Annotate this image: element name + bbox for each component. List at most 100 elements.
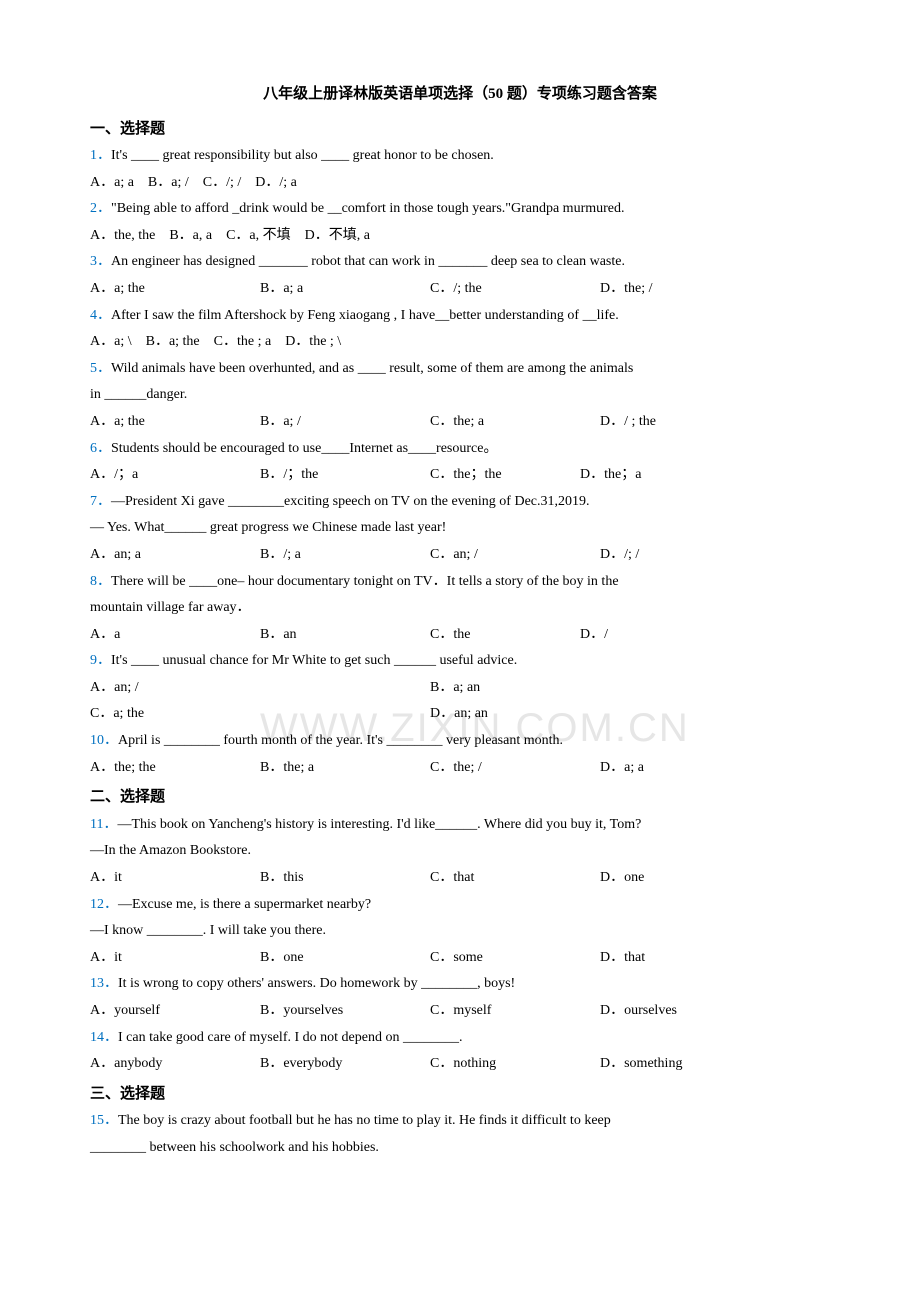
opt-9B: B．a; an (430, 675, 480, 702)
qnum-13: 13． (90, 976, 118, 991)
question-11: 11．—This book on Yancheng's history is i… (90, 812, 830, 839)
opt-9D: D．an; an (430, 701, 488, 728)
qtext-2: "Being able to afford _drink would be __… (111, 201, 625, 216)
qnum-8: 8． (90, 574, 111, 589)
qnum-3: 3． (90, 254, 111, 269)
qtext-12a: —Excuse me, is there a supermarket nearb… (118, 897, 371, 912)
qtext-11a: —This book on Yancheng's history is inte… (117, 817, 641, 832)
opt-13A: A．yourself (90, 998, 260, 1025)
opt-7C: C．an; / (430, 542, 600, 569)
opt-6D: D．the；a (580, 462, 641, 489)
opt-12C: C．some (430, 945, 600, 972)
opts-5: A．a; theB．a; /C．the; aD．/ ; the (90, 409, 830, 436)
question-13: 13．It is wrong to copy others' answers. … (90, 971, 830, 998)
question-15b: ________ between his schoolwork and his … (90, 1135, 830, 1162)
opt-11B: B．this (260, 865, 430, 892)
qtext-15a: The boy is crazy about football but he h… (118, 1113, 611, 1128)
qtext-5a: Wild animals have been overhunted, and a… (111, 361, 633, 376)
question-1: 1．It's ____ great responsibility but als… (90, 143, 830, 170)
opt-13D: D．ourselves (600, 998, 677, 1025)
opt-11C: C．that (430, 865, 600, 892)
opt-8B: B．an (260, 622, 430, 649)
opts-3: A．a; theB．a; aC．/; theD．the; / (90, 276, 830, 303)
opt-5C: C．the; a (430, 409, 600, 436)
opt-8D: D．/ (580, 622, 608, 649)
opt-13C: C．myself (430, 998, 600, 1025)
opt-14D: D．something (600, 1051, 682, 1078)
section-3-header: 三、选择题 (90, 1080, 830, 1109)
opt-8C: C．the (430, 622, 580, 649)
question-10: 10．April is ________ fourth month of the… (90, 728, 830, 755)
qnum-11: 11． (90, 817, 117, 832)
question-6: 6．Students should be encouraged to use__… (90, 436, 830, 463)
opts-9a: A．an; /B．a; an (90, 675, 830, 702)
opt-10D: D．a; a (600, 755, 644, 782)
qtext-8a: There will be ____one– hour documentary … (111, 574, 619, 589)
qtext-6: Students should be encouraged to use____… (111, 441, 497, 456)
opt-3D: D．the; / (600, 276, 653, 303)
opt-7B: B．/; a (260, 542, 430, 569)
opt-14A: A．anybody (90, 1051, 260, 1078)
qnum-14: 14． (90, 1030, 118, 1045)
opt-12D: D．that (600, 945, 645, 972)
opt-9A: A．an; / (90, 675, 430, 702)
opts-7: A．an; aB．/; aC．an; /D．/; / (90, 542, 830, 569)
question-5: 5．Wild animals have been overhunted, and… (90, 356, 830, 383)
opt-8A: A．a (90, 622, 260, 649)
qtext-9: It's ____ unusual chance for Mr White to… (111, 653, 517, 668)
opt-6A: A．/；a (90, 462, 260, 489)
opt-10B: B．the; a (260, 755, 430, 782)
opt-7A: A．an; a (90, 542, 260, 569)
qtext-7a: —President Xi gave ________exciting spee… (111, 494, 590, 509)
opt-3A: A．a; the (90, 276, 260, 303)
opt-5B: B．a; / (260, 409, 430, 436)
opt-5D: D．/ ; the (600, 409, 656, 436)
qnum-5: 5． (90, 361, 111, 376)
opts-1: A．a; a B．a; / C．/; / D．/; a (90, 170, 830, 197)
qtext-13: It is wrong to copy others' answers. Do … (118, 976, 515, 991)
qnum-15: 15． (90, 1113, 118, 1128)
opt-11D: D．one (600, 865, 644, 892)
opts-12: A．itB．oneC．someD．that (90, 945, 830, 972)
qtext-10: April is ________ fourth month of the ye… (118, 733, 563, 748)
opt-7D: D．/; / (600, 542, 639, 569)
opts-9b: C．a; theD．an; an (90, 701, 830, 728)
opt-3B: B．a; a (260, 276, 430, 303)
qtext-4: After I saw the film Aftershock by Feng … (111, 308, 619, 323)
question-15: 15．The boy is crazy about football but h… (90, 1108, 830, 1135)
question-9: 9．It's ____ unusual chance for Mr White … (90, 648, 830, 675)
opt-13B: B．yourselves (260, 998, 430, 1025)
opt-9C: C．a; the (90, 701, 430, 728)
section-1-header: 一、选择题 (90, 115, 830, 144)
opt-3C: C．/; the (430, 276, 600, 303)
question-12b: —I know ________. I will take you there. (90, 918, 830, 945)
qnum-12: 12． (90, 897, 118, 912)
opts-8: A．aB．anC．theD．/ (90, 622, 830, 649)
qnum-4: 4． (90, 308, 111, 323)
question-2: 2．"Being able to afford _drink would be … (90, 196, 830, 223)
opt-6B: B．/；the (260, 462, 430, 489)
question-4: 4．After I saw the film Aftershock by Fen… (90, 303, 830, 330)
opt-6C: C．the；the (430, 462, 580, 489)
qnum-2: 2． (90, 201, 111, 216)
qnum-6: 6． (90, 441, 111, 456)
opt-14B: B．everybody (260, 1051, 430, 1078)
question-7b: — Yes. What______ great progress we Chin… (90, 515, 830, 542)
opt-12A: A．it (90, 945, 260, 972)
qnum-10: 10． (90, 733, 118, 748)
opt-14C: C．nothing (430, 1051, 600, 1078)
question-14: 14．I can take good care of myself. I do … (90, 1025, 830, 1052)
section-2-header: 二、选择题 (90, 783, 830, 812)
page-title: 八年级上册译林版英语单项选择（50 题）专项练习题含答案 (90, 80, 830, 109)
question-8: 8．There will be ____one– hour documentar… (90, 569, 830, 596)
qtext-3: An engineer has designed _______ robot t… (111, 254, 625, 269)
question-5b: in ______danger. (90, 382, 830, 409)
qnum-9: 9． (90, 653, 111, 668)
opts-6: A．/；aB．/；theC．the；theD．the；a (90, 462, 830, 489)
question-8b: mountain village far away． (90, 595, 830, 622)
question-7: 7．—President Xi gave ________exciting sp… (90, 489, 830, 516)
question-12: 12．—Excuse me, is there a supermarket ne… (90, 892, 830, 919)
opts-13: A．yourselfB．yourselvesC．myselfD．ourselve… (90, 998, 830, 1025)
question-11b: —In the Amazon Bookstore. (90, 838, 830, 865)
opts-14: A．anybodyB．everybodyC．nothingD．something (90, 1051, 830, 1078)
